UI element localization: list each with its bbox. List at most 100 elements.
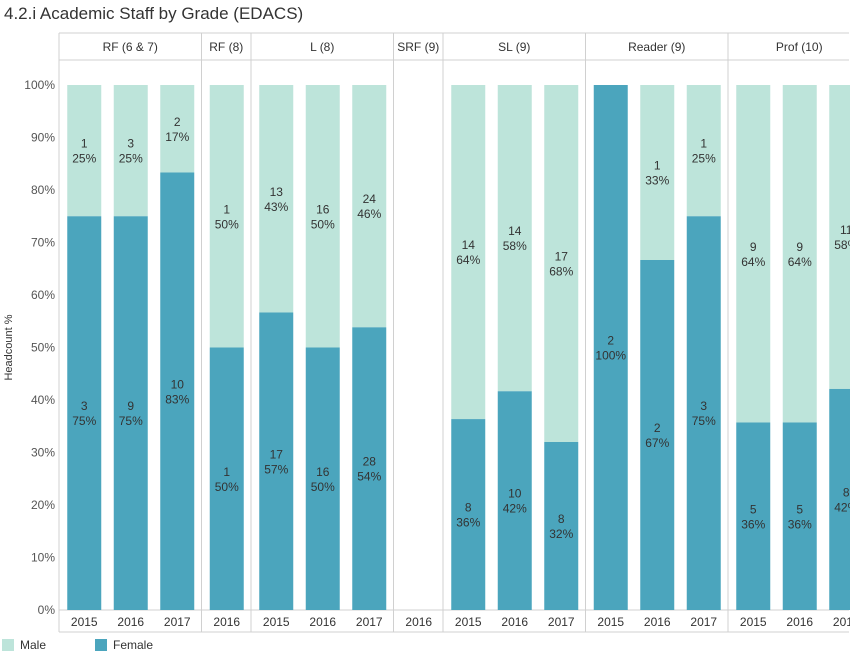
group-header-label: Reader (9): [628, 40, 685, 54]
x-tick-label: 2016: [309, 615, 336, 629]
bar-female-segment: [67, 216, 102, 610]
group-header-label: RF (8): [209, 40, 243, 54]
bar-male-count-label: 11: [840, 223, 850, 237]
bar-female-count-label: 28: [363, 455, 377, 469]
bar-male-segment: [451, 85, 486, 420]
bar-female-segment: [736, 422, 771, 610]
group-header-label: RF (6 & 7): [103, 40, 158, 54]
x-tick-label: 2017: [833, 615, 850, 629]
bar-female-count-label: 9: [127, 399, 134, 413]
y-tick-label: 0%: [38, 603, 56, 617]
bar-female-count-label: 3: [81, 399, 88, 413]
x-tick-label: 2015: [263, 615, 290, 629]
bar-female-count-label: 17: [270, 447, 284, 461]
bar-female-pct-label: 36%: [741, 517, 765, 531]
x-tick-label: 2015: [455, 615, 482, 629]
bar-male-count-label: 1: [223, 202, 230, 216]
bar-female-segment: [829, 388, 850, 610]
y-axis-label: Headcount %: [3, 314, 15, 380]
bar-male-pct-label: 25%: [72, 152, 96, 166]
y-tick-label: 70%: [31, 236, 55, 250]
x-tick-label: 2017: [356, 615, 383, 629]
legend-female-label: Female: [113, 638, 154, 652]
bar-male-segment: [829, 85, 850, 389]
bar-male-pct-label: 46%: [357, 207, 381, 221]
bar-male-pct-label: 68%: [549, 265, 573, 279]
bar-male-segment: [259, 85, 294, 313]
bar-female-count-label: 8: [843, 485, 850, 499]
bar-female-segment: [497, 391, 532, 610]
bar-male-count-label: 24: [363, 192, 377, 206]
bar-female-segment: [451, 419, 486, 610]
bar-male-pct-label: 33%: [645, 174, 669, 188]
bar-female-count-label: 10: [508, 487, 522, 501]
legend-male[interactable]: Male: [2, 637, 46, 653]
bar-female-pct-label: 42%: [834, 500, 850, 514]
chart-title: 4.2.i Academic Staff by Grade (EDACS): [4, 4, 304, 23]
bar-male-segment: [736, 85, 771, 423]
bar-male-count-label: 2: [174, 115, 181, 129]
x-tick-label: 2017: [690, 615, 717, 629]
bar-female-pct-label: 36%: [456, 516, 480, 530]
bar-female-pct-label: 54%: [357, 470, 381, 484]
bar-female-count-label: 3: [700, 399, 707, 413]
bar-female-pct-label: 57%: [264, 462, 288, 476]
legend-male-swatch: [2, 639, 14, 651]
bar-female-pct-label: 75%: [72, 414, 96, 428]
bar-male-pct-label: 64%: [456, 253, 480, 267]
y-tick-label: 60%: [31, 288, 55, 302]
x-tick-label: 2017: [164, 615, 191, 629]
bar-female-count-label: 5: [796, 502, 803, 516]
legend-male-label: Male: [20, 638, 47, 652]
bar-female-count-label: 2: [607, 334, 614, 348]
x-tick-label: 2016: [405, 615, 432, 629]
x-tick-label: 2015: [597, 615, 624, 629]
group-header-label: SRF (9): [397, 40, 439, 54]
x-tick-label: 2016: [786, 615, 813, 629]
bar-male-segment: [305, 85, 340, 348]
bar-female-pct-label: 50%: [311, 480, 335, 494]
legend-female[interactable]: Female: [95, 637, 153, 653]
bar-male-count-label: 1: [654, 159, 661, 173]
bar-female-segment: [544, 442, 579, 610]
bar-male-pct-label: 64%: [741, 255, 765, 269]
y-tick-label: 10%: [31, 551, 55, 565]
bar-male-segment: [497, 85, 532, 392]
bar-male-pct-label: 43%: [264, 200, 288, 214]
bar-female-segment: [352, 327, 387, 610]
group-header-label: Prof (10): [776, 40, 823, 54]
bar-female-segment: [782, 422, 817, 610]
bar-female-pct-label: 67%: [645, 436, 669, 450]
bar-female-count-label: 8: [465, 501, 472, 515]
bar-female-pct-label: 75%: [119, 414, 143, 428]
bar-male-segment: [782, 85, 817, 423]
bar-female-count-label: 10: [171, 377, 185, 391]
x-tick-label: 2016: [644, 615, 671, 629]
bar-female-pct-label: 50%: [215, 480, 239, 494]
bar-female-pct-label: 75%: [692, 414, 716, 428]
bar-male-count-label: 13: [270, 185, 284, 199]
bar-female-count-label: 5: [750, 502, 757, 516]
bar-male-segment: [352, 85, 387, 328]
bar-male-pct-label: 58%: [503, 239, 527, 253]
x-tick-label: 2016: [501, 615, 528, 629]
bar-female-segment: [209, 347, 244, 610]
bar-male-segment: [113, 85, 148, 217]
y-tick-label: 30%: [31, 446, 55, 460]
bar-male-count-label: 9: [796, 240, 803, 254]
y-tick-label: 40%: [31, 393, 55, 407]
bar-male-pct-label: 58%: [834, 238, 850, 252]
bar-female-segment: [113, 216, 148, 610]
bar-male-pct-label: 50%: [311, 217, 335, 231]
bar-female-count-label: 16: [316, 465, 330, 479]
bar-male-pct-label: 25%: [692, 152, 716, 166]
bar-male-pct-label: 25%: [119, 152, 143, 166]
x-tick-label: 2015: [71, 615, 98, 629]
bar-female-segment: [259, 312, 294, 610]
bar-female-count-label: 1: [223, 465, 230, 479]
legend-female-swatch: [95, 639, 107, 651]
bar-male-count-label: 17: [555, 250, 569, 264]
bar-female-segment: [160, 172, 195, 610]
bar-female-segment: [686, 216, 721, 610]
x-tick-label: 2017: [548, 615, 575, 629]
